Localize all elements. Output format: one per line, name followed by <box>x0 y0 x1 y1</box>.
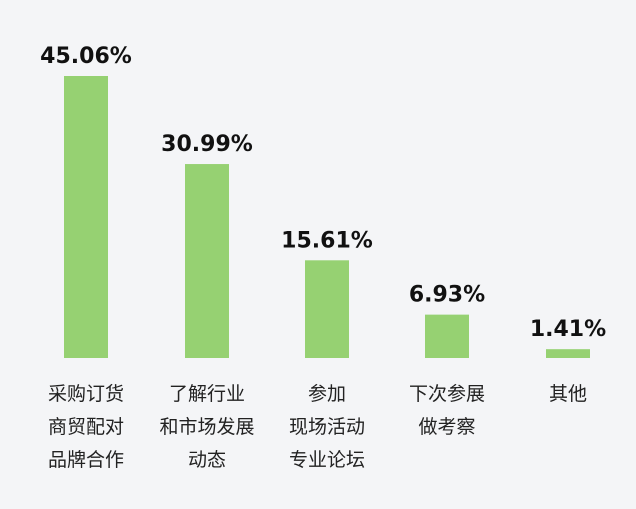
category-label-1-line-1: 采购订货 <box>48 383 124 405</box>
category-label-3-line-1: 参加 <box>308 383 346 405</box>
category-label-4-line-2: 做考察 <box>418 416 475 438</box>
category-label-4-line-1: 下次参展 <box>409 383 485 405</box>
category-label-3-line-3: 专业论坛 <box>289 449 365 471</box>
bar-2 <box>185 164 229 358</box>
bar-5 <box>546 349 590 358</box>
bar-4 <box>425 314 469 358</box>
category-label-2-line-2: 和市场发展 <box>159 416 254 438</box>
value-label-5: 1.41% <box>530 317 606 342</box>
category-label-1-line-2: 商贸配对 <box>48 416 124 438</box>
category-label-2-line-3: 动态 <box>188 449 226 471</box>
bars-group <box>64 76 590 358</box>
category-label-2-line-1: 了解行业 <box>169 383 245 405</box>
value-label-3: 15.61% <box>281 228 373 253</box>
category-label-1-line-3: 品牌合作 <box>48 449 124 471</box>
value-label-2: 30.99% <box>161 132 253 157</box>
bar-3 <box>305 260 349 358</box>
category-label-3-line-2: 现场活动 <box>289 416 365 438</box>
value-labels-group: 45.06% 30.99% 15.61% 6.93% 1.41% <box>40 44 606 342</box>
bar-1 <box>64 76 108 358</box>
value-label-1: 45.06% <box>40 44 132 69</box>
category-label-5-line-1: 其他 <box>549 383 587 405</box>
value-label-4: 6.93% <box>409 283 485 308</box>
